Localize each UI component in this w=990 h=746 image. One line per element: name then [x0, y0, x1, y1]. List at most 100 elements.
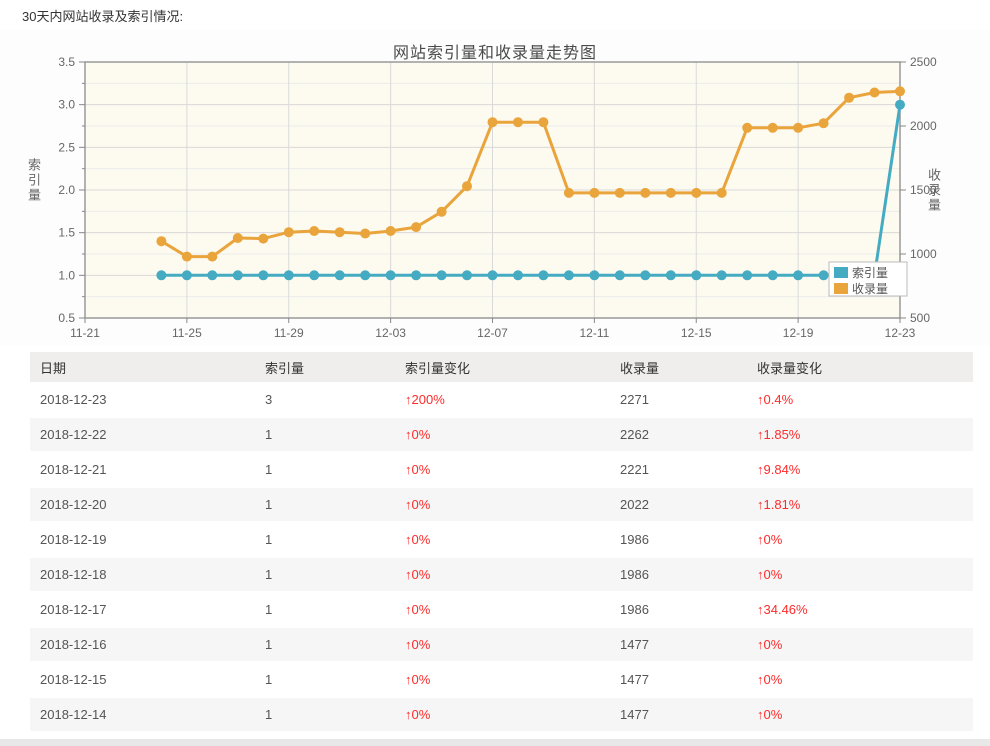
y-right-tick-label: 1500 [910, 183, 937, 197]
legend-item-索引量[interactable]: 索引量 [834, 266, 888, 280]
stats-table: 日期 索引量 索引量变化 收录量 收录量变化 2018-12-23 3 ↑200% 2… [30, 352, 973, 733]
y-left-tick-label: 3.0 [58, 98, 75, 112]
cell-index-change: ↑0% [395, 697, 610, 733]
y-left-tick-label: 1.0 [58, 268, 75, 282]
data-point [716, 187, 727, 198]
y-left-tick-label: 0.5 [58, 311, 75, 325]
data-point [793, 270, 804, 281]
y-left-tick-label: 2.0 [58, 183, 75, 197]
data-point [360, 228, 371, 239]
data-point [716, 270, 727, 281]
cell-date: 2018-12-21 [30, 452, 255, 488]
cell-index: 1 [255, 627, 395, 663]
legend-label: 索引量 [852, 266, 888, 280]
data-point [436, 270, 447, 281]
cell-index: 1 [255, 452, 395, 488]
data-point [589, 270, 600, 281]
data-point [309, 226, 320, 236]
data-point [589, 187, 600, 198]
cell-index: 1 [255, 662, 395, 698]
cell-index-change: ↑0% [395, 557, 610, 593]
header-date: 日期 [30, 352, 255, 382]
cell-inclusion-change: ↑9.84% [747, 452, 973, 488]
data-point [207, 251, 218, 262]
data-point [767, 270, 778, 281]
data-point [742, 270, 753, 281]
data-point [411, 222, 422, 233]
bottom-band [0, 739, 990, 746]
cell-index: 1 [255, 487, 395, 523]
data-point [691, 270, 702, 281]
x-tick-label: 11-29 [274, 326, 304, 340]
data-point [385, 226, 396, 236]
cell-inclusion-change: ↑1.81% [747, 487, 973, 523]
data-point [640, 270, 651, 281]
cell-date: 2018-12-16 [30, 627, 255, 663]
header-inclusion-change: 收录量变化 [747, 352, 973, 382]
data-point [614, 187, 625, 198]
cell-inclusion-change: ↑0% [747, 697, 973, 733]
cell-inclusion: 1986 [610, 522, 747, 558]
cell-index: 3 [255, 382, 395, 418]
table-header-row: 日期 索引量 索引量变化 收录量 收录量变化 [30, 352, 973, 382]
data-point [462, 270, 472, 281]
legend-swatch [834, 267, 848, 278]
y-right-tick-label: 1000 [910, 247, 937, 261]
cell-inclusion: 1477 [610, 697, 747, 733]
data-point [334, 227, 345, 238]
legend-item-收录量[interactable]: 收录量 [834, 282, 888, 296]
data-point [181, 251, 192, 262]
data-point [258, 233, 269, 244]
data-point [844, 92, 855, 103]
data-point [793, 122, 804, 133]
cell-date: 2018-12-17 [30, 592, 255, 628]
table-row: 2018-12-14 1 ↑0% 1477 ↑0% [30, 697, 973, 733]
header-index-change: 索引量变化 [395, 352, 610, 382]
data-point [436, 206, 447, 217]
data-point [360, 270, 371, 281]
trend-chart: 网站索引量和收录量走势图 索引量 收录量 11-21 11-25 11-29 12-0… [0, 30, 990, 345]
cell-index: 1 [255, 557, 395, 593]
cell-inclusion-change: ↑0% [747, 662, 973, 698]
cell-inclusion-change: ↑1.85% [747, 417, 973, 453]
data-point [309, 270, 320, 281]
cell-index-change: ↑0% [395, 487, 610, 523]
left-axis-label: 索引量 [26, 158, 41, 203]
data-point [895, 99, 905, 110]
table-row: 2018-12-21 1 ↑0% 2221 ↑9.84% [30, 452, 973, 488]
cell-index-change: ↑0% [395, 592, 610, 628]
data-point [487, 117, 498, 128]
cell-index-change: ↑0% [395, 627, 610, 663]
x-tick-label: 11-21 [70, 326, 100, 340]
data-point [513, 270, 523, 281]
cell-index: 1 [255, 592, 395, 628]
table-row: 2018-12-20 1 ↑0% 2022 ↑1.81% [30, 487, 973, 523]
cell-index-change: ↑200% [395, 382, 610, 418]
cell-inclusion: 2262 [610, 417, 747, 453]
data-point [665, 270, 676, 281]
cell-inclusion-change: ↑0% [747, 522, 973, 558]
cell-date: 2018-12-23 [30, 382, 255, 418]
table-row: 2018-12-23 3 ↑200% 2271 ↑0.4% [30, 382, 973, 418]
y-right-tick-label: 500 [910, 311, 930, 325]
data-point [818, 118, 829, 129]
data-point [334, 270, 345, 281]
table-row: 2018-12-17 1 ↑0% 1986 ↑34.46% [30, 592, 973, 628]
cell-inclusion: 1986 [610, 557, 747, 593]
chart-title: 网站索引量和收录量走势图 [392, 45, 597, 62]
series-索引量 [156, 99, 905, 281]
data-point [742, 122, 753, 133]
data-point [487, 270, 498, 281]
cell-inclusion-change: ↑0.4% [747, 382, 973, 418]
stats-table-wrap: 日期 索引量 索引量变化 收录量 收录量变化 2018-12-23 3 ↑200% 2… [30, 352, 973, 733]
cell-index-change: ↑0% [395, 662, 610, 698]
cell-inclusion: 2022 [610, 487, 747, 523]
data-point [411, 270, 422, 281]
cell-date: 2018-12-15 [30, 662, 255, 698]
series-收录量 [156, 86, 905, 262]
cell-index: 1 [255, 522, 395, 558]
table-row: 2018-12-16 1 ↑0% 1477 ↑0% [30, 627, 973, 663]
table-row: 2018-12-18 1 ↑0% 1986 ↑0% [30, 557, 973, 593]
data-point [156, 236, 167, 247]
data-point [232, 233, 243, 243]
